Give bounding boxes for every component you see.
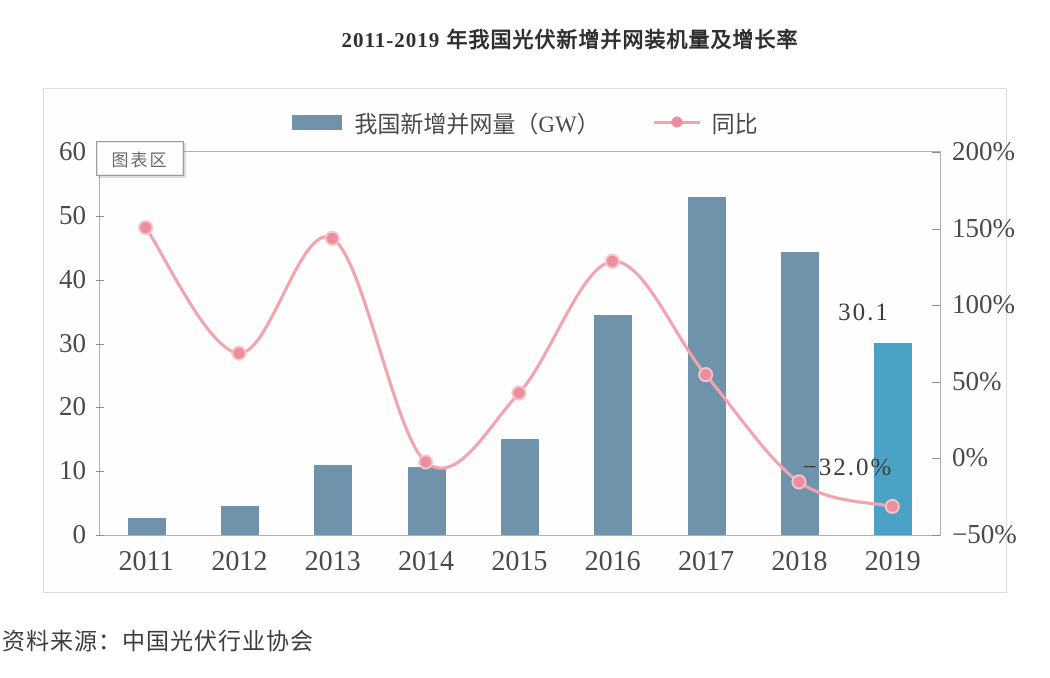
bar-2011	[127, 517, 166, 535]
left-axis-tick-label: 30	[59, 327, 86, 358]
growth-line-layer	[138, 220, 900, 514]
chart-area-tooltip: 图表区	[96, 141, 184, 176]
right-axis-tick	[932, 152, 940, 153]
growth-point-2015	[511, 385, 527, 401]
left-axis-tick-label: 20	[59, 391, 86, 422]
growth-point-2017	[698, 367, 714, 383]
x-axis-label-2016: 2016	[584, 546, 641, 577]
bar-2012	[221, 506, 259, 535]
x-axis-label-2013: 2013	[304, 546, 361, 577]
x-axis-label-2011: 2011	[118, 546, 174, 577]
bar-2017	[687, 196, 726, 535]
x-axis-label-2012: 2012	[211, 546, 268, 577]
growth-line	[144, 226, 893, 508]
growth-point-2014	[418, 454, 434, 470]
left-axis-tick	[96, 215, 104, 217]
legend-bar-swatch-icon	[292, 114, 343, 130]
right-axis-tick	[932, 305, 940, 307]
growth-point-2016	[604, 253, 620, 269]
legend-label-line: 同比	[711, 112, 758, 137]
plot-area	[96, 151, 941, 536]
bar-2013	[314, 464, 353, 535]
left-axis-tick	[96, 535, 104, 536]
right-axis-tick	[932, 535, 940, 536]
source-caption: 资料来源：中国光伏行业协会	[2, 628, 314, 654]
growth-point-2011	[138, 220, 154, 236]
left-axis-tick	[96, 343, 104, 345]
growth-point-2018	[791, 474, 807, 490]
left-axis-tick	[96, 471, 104, 473]
right-axis-tick-label: 50%	[952, 365, 1002, 396]
left-axis-tick-label: 60	[59, 136, 86, 166]
legend-line-dot-icon	[671, 116, 683, 128]
bar-2016	[594, 314, 633, 535]
growth-point-2019	[884, 498, 900, 514]
x-axis-label-2018: 2018	[771, 546, 828, 577]
bar-2015	[501, 438, 539, 535]
left-axis-tick	[96, 279, 104, 281]
annotation-2019-bar-value: 30.1	[838, 299, 890, 326]
right-axis-tick	[932, 381, 940, 383]
legend: 我国新增并网量（GW） 同比	[44, 105, 1006, 139]
growth-point-2012	[231, 345, 247, 361]
annotation-2019-growth-value: −32.0%	[802, 454, 894, 481]
right-axis-tick	[932, 458, 940, 460]
x-axis-label-2019: 2019	[864, 546, 921, 577]
x-axis-label-2015: 2015	[491, 546, 548, 577]
growth-point-2013	[324, 230, 340, 246]
left-axis-tick-label: 50	[59, 199, 86, 230]
left-axis-tick-label: 10	[59, 455, 86, 486]
right-axis-tick-label: −50%	[952, 519, 1017, 549]
chart-panel: 我国新增并网量（GW） 同比 图表区 30.1 −32.0% 60 50 40 30 2…	[43, 88, 1017, 593]
right-axis-tick	[932, 228, 940, 230]
right-axis-tick-label: 100%	[952, 289, 1015, 320]
right-axis-tick-label: 0%	[952, 442, 988, 473]
right-axis-tick-label: 200%	[952, 136, 1015, 166]
right-axis-tick-label: 150%	[952, 212, 1015, 243]
page-title: 2011-2019 年我国光伏新增并网装机量及增长率	[341, 28, 799, 52]
left-axis-tick-label: 40	[59, 263, 86, 294]
bar-2014	[407, 467, 446, 535]
x-axis-label-2017: 2017	[678, 546, 734, 577]
legend-line-marker-icon	[653, 116, 700, 128]
left-axis-tick-label: 0	[72, 519, 87, 549]
x-axis-label-2014: 2014	[398, 546, 454, 577]
legend-label-bars: 我国新增并网量（GW）	[354, 112, 600, 137]
left-axis-tick	[96, 407, 104, 409]
